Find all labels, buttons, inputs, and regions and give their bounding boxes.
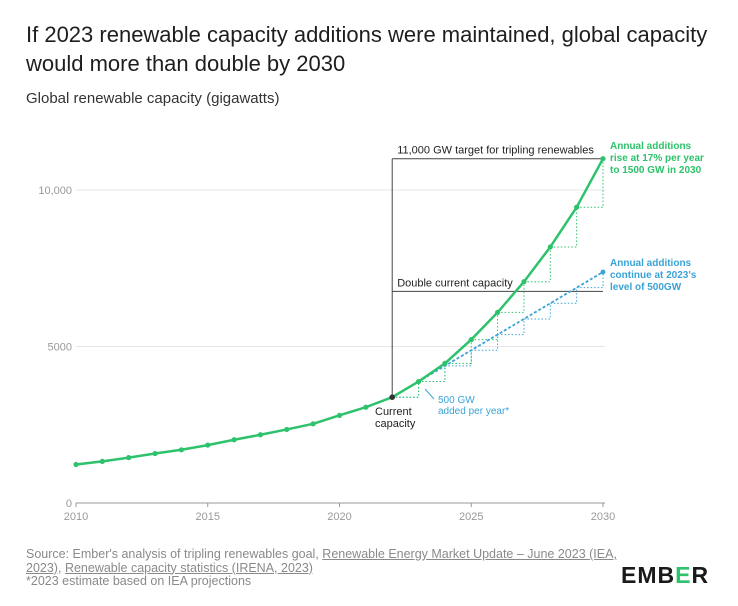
series-points [73,156,606,468]
green-step-guide [523,246,551,283]
historical-point [231,437,237,443]
tripling-target-label: 11,000 GW target for tripling renewables [397,145,594,157]
blue-annotation-line: Annual additions [610,258,692,269]
historical-point [178,447,184,453]
x-tick-label: 2015 [196,511,220,523]
y-tick-label: 0 [66,498,72,510]
historical-point [99,458,105,464]
x-tick-label: 2030 [591,511,615,523]
historical-point [310,421,316,427]
x-tick-label: 2025 [459,511,483,523]
historical-point [152,450,158,457]
green-annotation-line: to 1500 GW in 2030 [610,165,702,176]
green-annotation-line: rise at 17% per year [610,153,704,164]
reference-lines: 11,000 GW target for tripling renewables… [391,145,603,398]
y-tick-label: 10,000 [38,185,72,197]
source-note: Source: Ember's analysis of tripling ren… [26,547,626,589]
current-capacity-point [389,394,396,401]
rise-17-point [442,360,448,367]
historical-point [284,426,290,433]
historical-point [257,432,264,438]
blue-annotation-line: continue at 2023's [610,270,697,281]
green-step-guide [497,281,525,313]
historical-line [75,396,393,466]
rise-17-point [468,337,474,343]
constant-500-end-point [600,269,606,275]
logo-text-accent: E [675,562,692,588]
source-link-irena[interactable]: Renewable capacity statistics (IRENA, 20… [64,560,313,575]
x-tick-label: 2010 [64,511,88,523]
series-lines [75,158,605,466]
logo-text-post: R [691,562,710,588]
x-tick-label: 2020 [327,511,351,523]
added-per-year-label: added per year* [438,406,509,417]
historical-point [363,404,369,410]
gridlines: 0 5000 10,000 2010 2015 2020 2025 2030 [38,185,615,523]
rise-17-point [415,378,422,385]
green-annotation-line: Annual additions [610,141,692,152]
rise-17-point [495,309,501,315]
source-footnote: *2023 estimate based on IEA projections [26,574,252,588]
historical-point [336,412,343,418]
source-separator: , [57,560,65,575]
green-step-guide [550,207,578,248]
chart-area: 0 5000 10,000 2010 2015 2020 2025 2030 11,000 G… [38,141,704,523]
chart-subtitle: Global renewable capacity (gigawatts) [26,90,280,107]
rise-17-point [547,244,553,250]
source-link-iea[interactable]: Renewable Energy Market Update – June 20… [26,547,617,575]
source-prefix: Source: Ember's analysis of tripling ren… [26,547,323,561]
added-per-year-pointer [424,388,435,400]
current-capacity-label: Current [375,406,412,418]
historical-point [205,442,211,448]
added-per-year-label: 500 GW [438,395,475,406]
chart-title: If 2023 renewable capacity additions wer… [26,22,708,76]
green-step-guide [444,339,472,364]
historical-point [73,461,79,468]
ember-logo: EMBER [621,562,709,589]
rise-17-point [600,156,606,162]
rise-17-point [574,204,580,210]
double-capacity-label: Double current capacity [397,277,513,289]
rise-17-point [521,279,527,285]
y-tick-label: 5000 [48,342,72,354]
blue-annotation-line: level of 500GW [610,282,682,293]
current-capacity-label: capacity [375,418,416,430]
historical-point [126,455,132,461]
logo-text-pre: EMB [621,562,676,588]
blue-step-guide [550,287,578,304]
step-guides [392,158,604,398]
